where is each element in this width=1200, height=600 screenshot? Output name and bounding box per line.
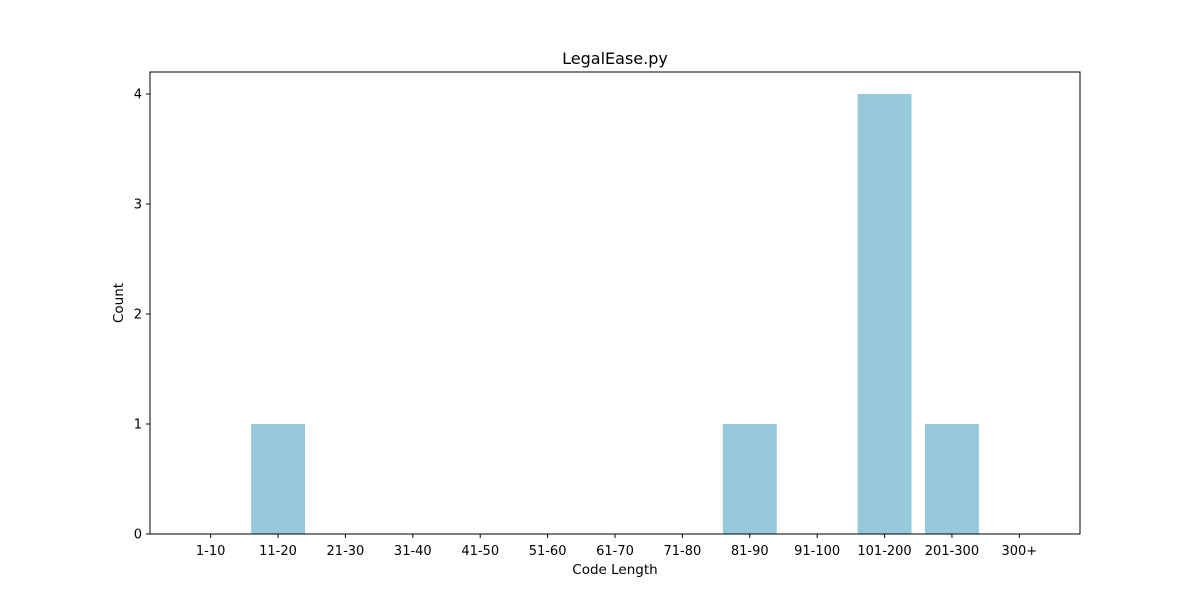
x-tick-label: 11-20 [259,544,297,559]
x-tick-label: 51-60 [529,544,567,559]
y-tick-label: 0 [134,528,142,543]
x-axis-ticks: 1-10 11-20 21-30 31-40 41-50 51-60 61-70 71-80 8… [196,534,1037,559]
x-axis-label: Code Length [572,562,657,578]
bars-layer [251,94,979,534]
x-tick-label: 201-300 [925,544,979,559]
bar-81-90 [722,424,777,534]
x-tick-label: 101-200 [857,544,911,559]
y-axis-label: Count [111,283,127,323]
x-tick-label: 81-90 [731,544,769,559]
bar-11-20 [251,424,305,534]
bar-201-300 [925,424,979,534]
y-tick-label: 1 [134,418,142,433]
x-tick-label: 21-30 [327,544,365,559]
y-axis-ticks: 0 1 2 3 4 [134,88,150,543]
x-tick-label: 71-80 [664,544,702,559]
x-tick-label: 300+ [1001,544,1037,559]
y-tick-label: 3 [134,198,142,213]
bar-101-200 [857,94,912,534]
chart-title: LegalEase.py [562,49,668,68]
x-tick-label: 91-100 [794,544,840,559]
y-tick-label: 2 [134,308,142,323]
x-tick-label: 41-50 [461,544,499,559]
plot-frame [149,71,1081,535]
x-tick-label: 1-10 [196,544,226,559]
y-tick-label: 4 [134,88,142,103]
x-tick-label: 61-70 [596,544,634,559]
x-tick-label: 31-40 [394,544,432,559]
